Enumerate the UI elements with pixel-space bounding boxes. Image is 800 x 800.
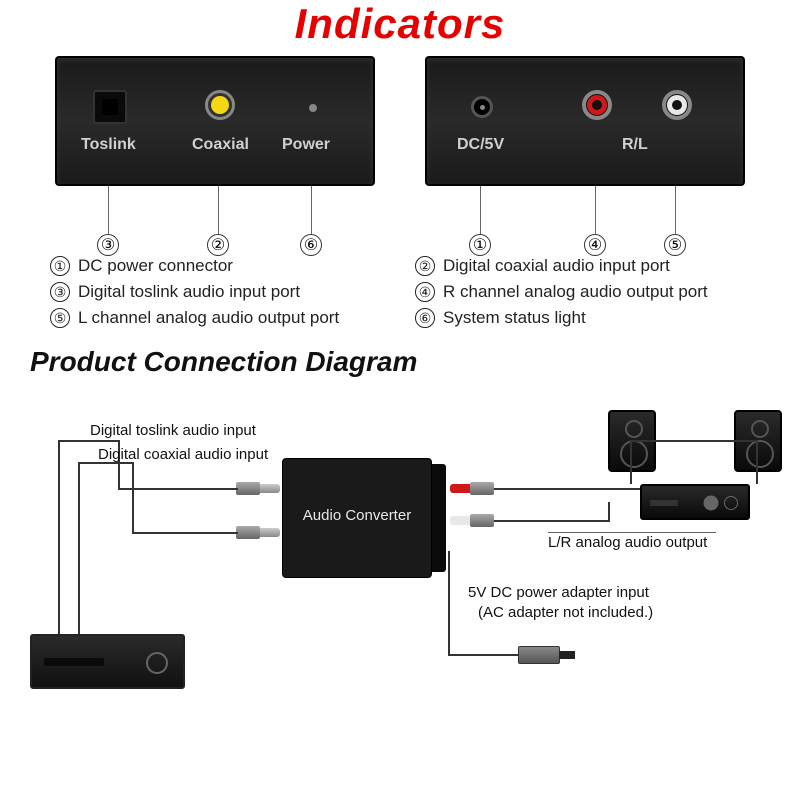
usb-plug-icon [518, 646, 560, 664]
indicator-panels: Toslink Coaxial Power ③ ② ⑥ DC/5V R/L ① … [0, 48, 800, 186]
coaxial-port-icon [205, 90, 235, 120]
main-title: Indicators [0, 0, 800, 48]
legend-item: ②Digital coaxial audio input port [415, 256, 750, 276]
callout-5: ⑤ [664, 234, 686, 256]
section-title: Product Connection Diagram [0, 328, 800, 386]
rca-r-plug-icon [450, 482, 494, 495]
legend-text: L channel analog audio output port [78, 308, 339, 328]
amplifier-icon [640, 484, 750, 520]
toslink-port-icon [93, 90, 127, 124]
left-panel: Toslink Coaxial Power ③ ② ⑥ [55, 56, 375, 186]
power-led-icon [309, 104, 317, 112]
rca-l-plug-icon [450, 514, 494, 527]
toslink-label: Toslink [81, 136, 136, 154]
legend-text: DC power connector [78, 256, 233, 276]
connection-diagram: Audio Converter Digital toslink audio in… [0, 386, 800, 706]
legend-text: System status light [443, 308, 586, 328]
toslink-plug-icon [236, 482, 280, 495]
dc-port-icon [471, 96, 493, 118]
legend-item: ④R channel analog audio output port [415, 282, 750, 302]
legend-item: ③Digital toslink audio input port [50, 282, 385, 302]
lr-out-label: L/R analog audio output [548, 534, 707, 551]
callout-1: ① [469, 234, 491, 256]
source-device-icon [30, 634, 185, 689]
toslink-in-label: Digital toslink audio input [90, 422, 256, 439]
dc-label: DC/5V [457, 136, 504, 154]
right-panel: DC/5V R/L ① ④ ⑤ [425, 56, 745, 186]
legend-text: Digital coaxial audio input port [443, 256, 670, 276]
legend: ①DC power connector ②Digital coaxial aud… [0, 244, 800, 328]
legend-item: ⑥System status light [415, 308, 750, 328]
dc-note-label: (AC adapter not included.) [478, 604, 653, 621]
dc-in-label: 5V DC power adapter input [468, 584, 649, 601]
callout-3: ③ [97, 234, 119, 256]
legend-item: ⑤L channel analog audio output port [50, 308, 385, 328]
coax-in-label: Digital coaxial audio input [98, 446, 268, 463]
legend-text: Digital toslink audio input port [78, 282, 300, 302]
rca-r-port-icon [582, 90, 612, 120]
power-label: Power [282, 136, 330, 154]
right-device-box: DC/5V R/L [425, 56, 745, 186]
coax-plug-icon [236, 526, 280, 539]
rl-label: R/L [622, 136, 648, 154]
left-device-box: Toslink Coaxial Power [55, 56, 375, 186]
callout-6: ⑥ [300, 234, 322, 256]
callout-4: ④ [584, 234, 606, 256]
converter-box-icon: Audio Converter [282, 458, 432, 578]
legend-item: ①DC power connector [50, 256, 385, 276]
legend-text: R channel analog audio output port [443, 282, 708, 302]
rca-l-port-icon [662, 90, 692, 120]
converter-label: Audio Converter [283, 459, 431, 524]
coaxial-label: Coaxial [192, 136, 249, 154]
callout-2: ② [207, 234, 229, 256]
